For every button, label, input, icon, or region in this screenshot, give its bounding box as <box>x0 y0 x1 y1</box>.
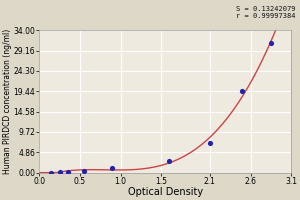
X-axis label: Optical Density: Optical Density <box>128 187 203 197</box>
Y-axis label: Human PIRDCD concentration (ng/ml): Human PIRDCD concentration (ng/ml) <box>3 29 12 174</box>
Point <box>57 171 62 174</box>
Point <box>208 142 212 145</box>
Point <box>65 170 70 174</box>
Point <box>167 159 172 162</box>
Point <box>240 89 245 93</box>
Point <box>268 41 273 45</box>
Point <box>49 171 54 174</box>
Point <box>110 167 115 170</box>
Text: S = 0.13242079
r = 0.99997384: S = 0.13242079 r = 0.99997384 <box>236 6 296 19</box>
Point <box>82 169 86 173</box>
